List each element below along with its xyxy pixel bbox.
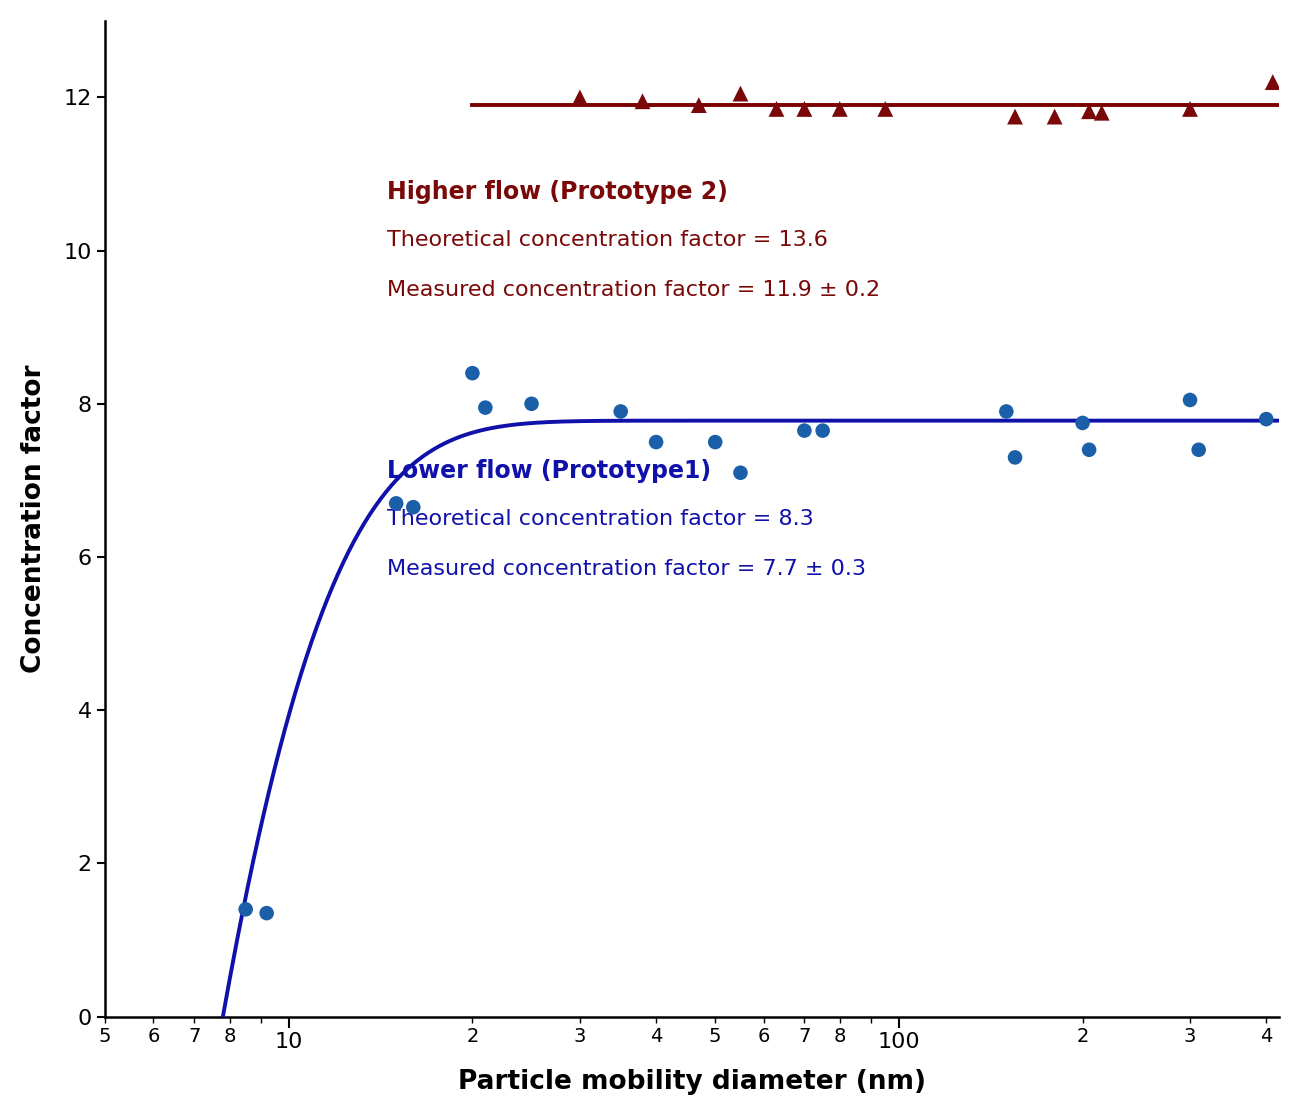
Point [1005, 107, 1026, 125]
Point [632, 93, 653, 110]
Point [1091, 104, 1112, 122]
Point [521, 395, 542, 413]
Point [1044, 107, 1065, 125]
Point [403, 498, 424, 516]
Point [474, 398, 495, 416]
Point [996, 403, 1017, 421]
Point [875, 100, 896, 118]
Point [462, 364, 482, 382]
Point [766, 100, 786, 118]
Point [235, 901, 256, 918]
Point [1256, 411, 1277, 429]
Text: Theoretical concentration factor = 13.6: Theoretical concentration factor = 13.6 [387, 230, 828, 250]
Point [812, 422, 833, 440]
Y-axis label: Concentration factor: Concentration factor [21, 365, 47, 673]
Text: Theoretical concentration factor = 8.3: Theoretical concentration factor = 8.3 [387, 509, 814, 529]
Point [386, 494, 407, 512]
X-axis label: Particle mobility diameter (nm): Particle mobility diameter (nm) [458, 1069, 926, 1095]
Point [731, 464, 751, 482]
Point [1079, 103, 1100, 121]
Text: Higher flow (Prototype 2): Higher flow (Prototype 2) [387, 180, 728, 204]
Point [1005, 449, 1026, 466]
Point [1079, 441, 1100, 459]
Text: Lower flow (Prototype1): Lower flow (Prototype1) [387, 459, 711, 483]
Point [569, 88, 590, 106]
Text: Measured concentration factor = 7.7 ± 0.3: Measured concentration factor = 7.7 ± 0.… [387, 558, 866, 578]
Point [689, 96, 710, 114]
Point [1188, 441, 1209, 459]
Point [646, 433, 667, 451]
Point [256, 904, 277, 922]
Point [829, 100, 850, 118]
Point [794, 422, 815, 440]
Point [794, 100, 815, 118]
Point [1262, 74, 1283, 92]
Point [1179, 100, 1200, 118]
Text: Measured concentration factor = 11.9 ± 0.2: Measured concentration factor = 11.9 ± 0… [387, 280, 880, 300]
Point [731, 85, 751, 103]
Point [1072, 414, 1093, 432]
Point [610, 403, 630, 421]
Point [705, 433, 725, 451]
Point [1179, 391, 1200, 408]
